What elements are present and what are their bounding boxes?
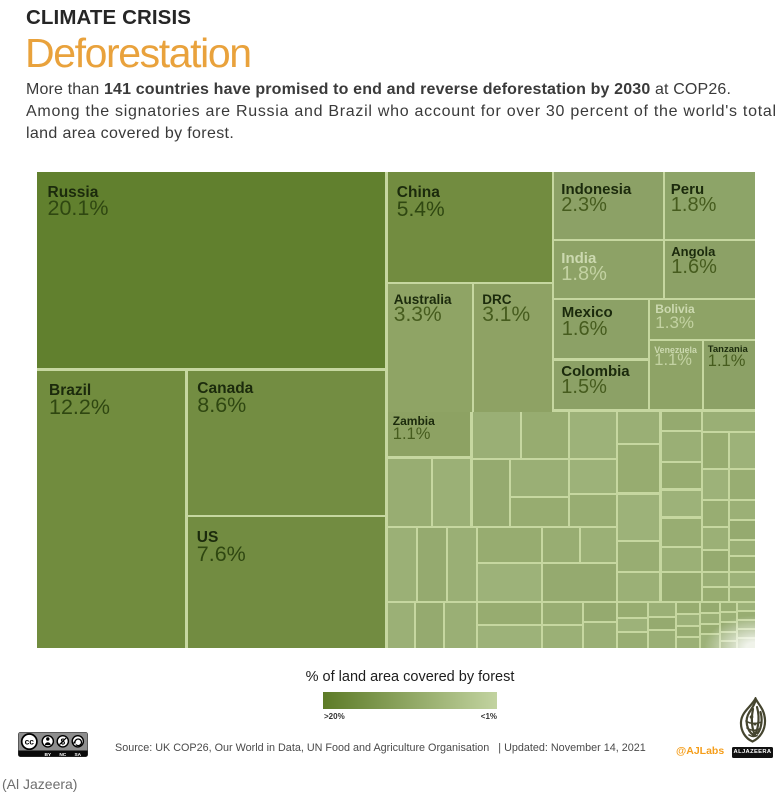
svg-text:cc: cc xyxy=(25,736,35,746)
svg-text:BY: BY xyxy=(44,752,51,757)
svg-text:SA: SA xyxy=(74,752,81,757)
svg-text:NC: NC xyxy=(59,752,66,757)
svg-text:$: $ xyxy=(61,737,66,746)
